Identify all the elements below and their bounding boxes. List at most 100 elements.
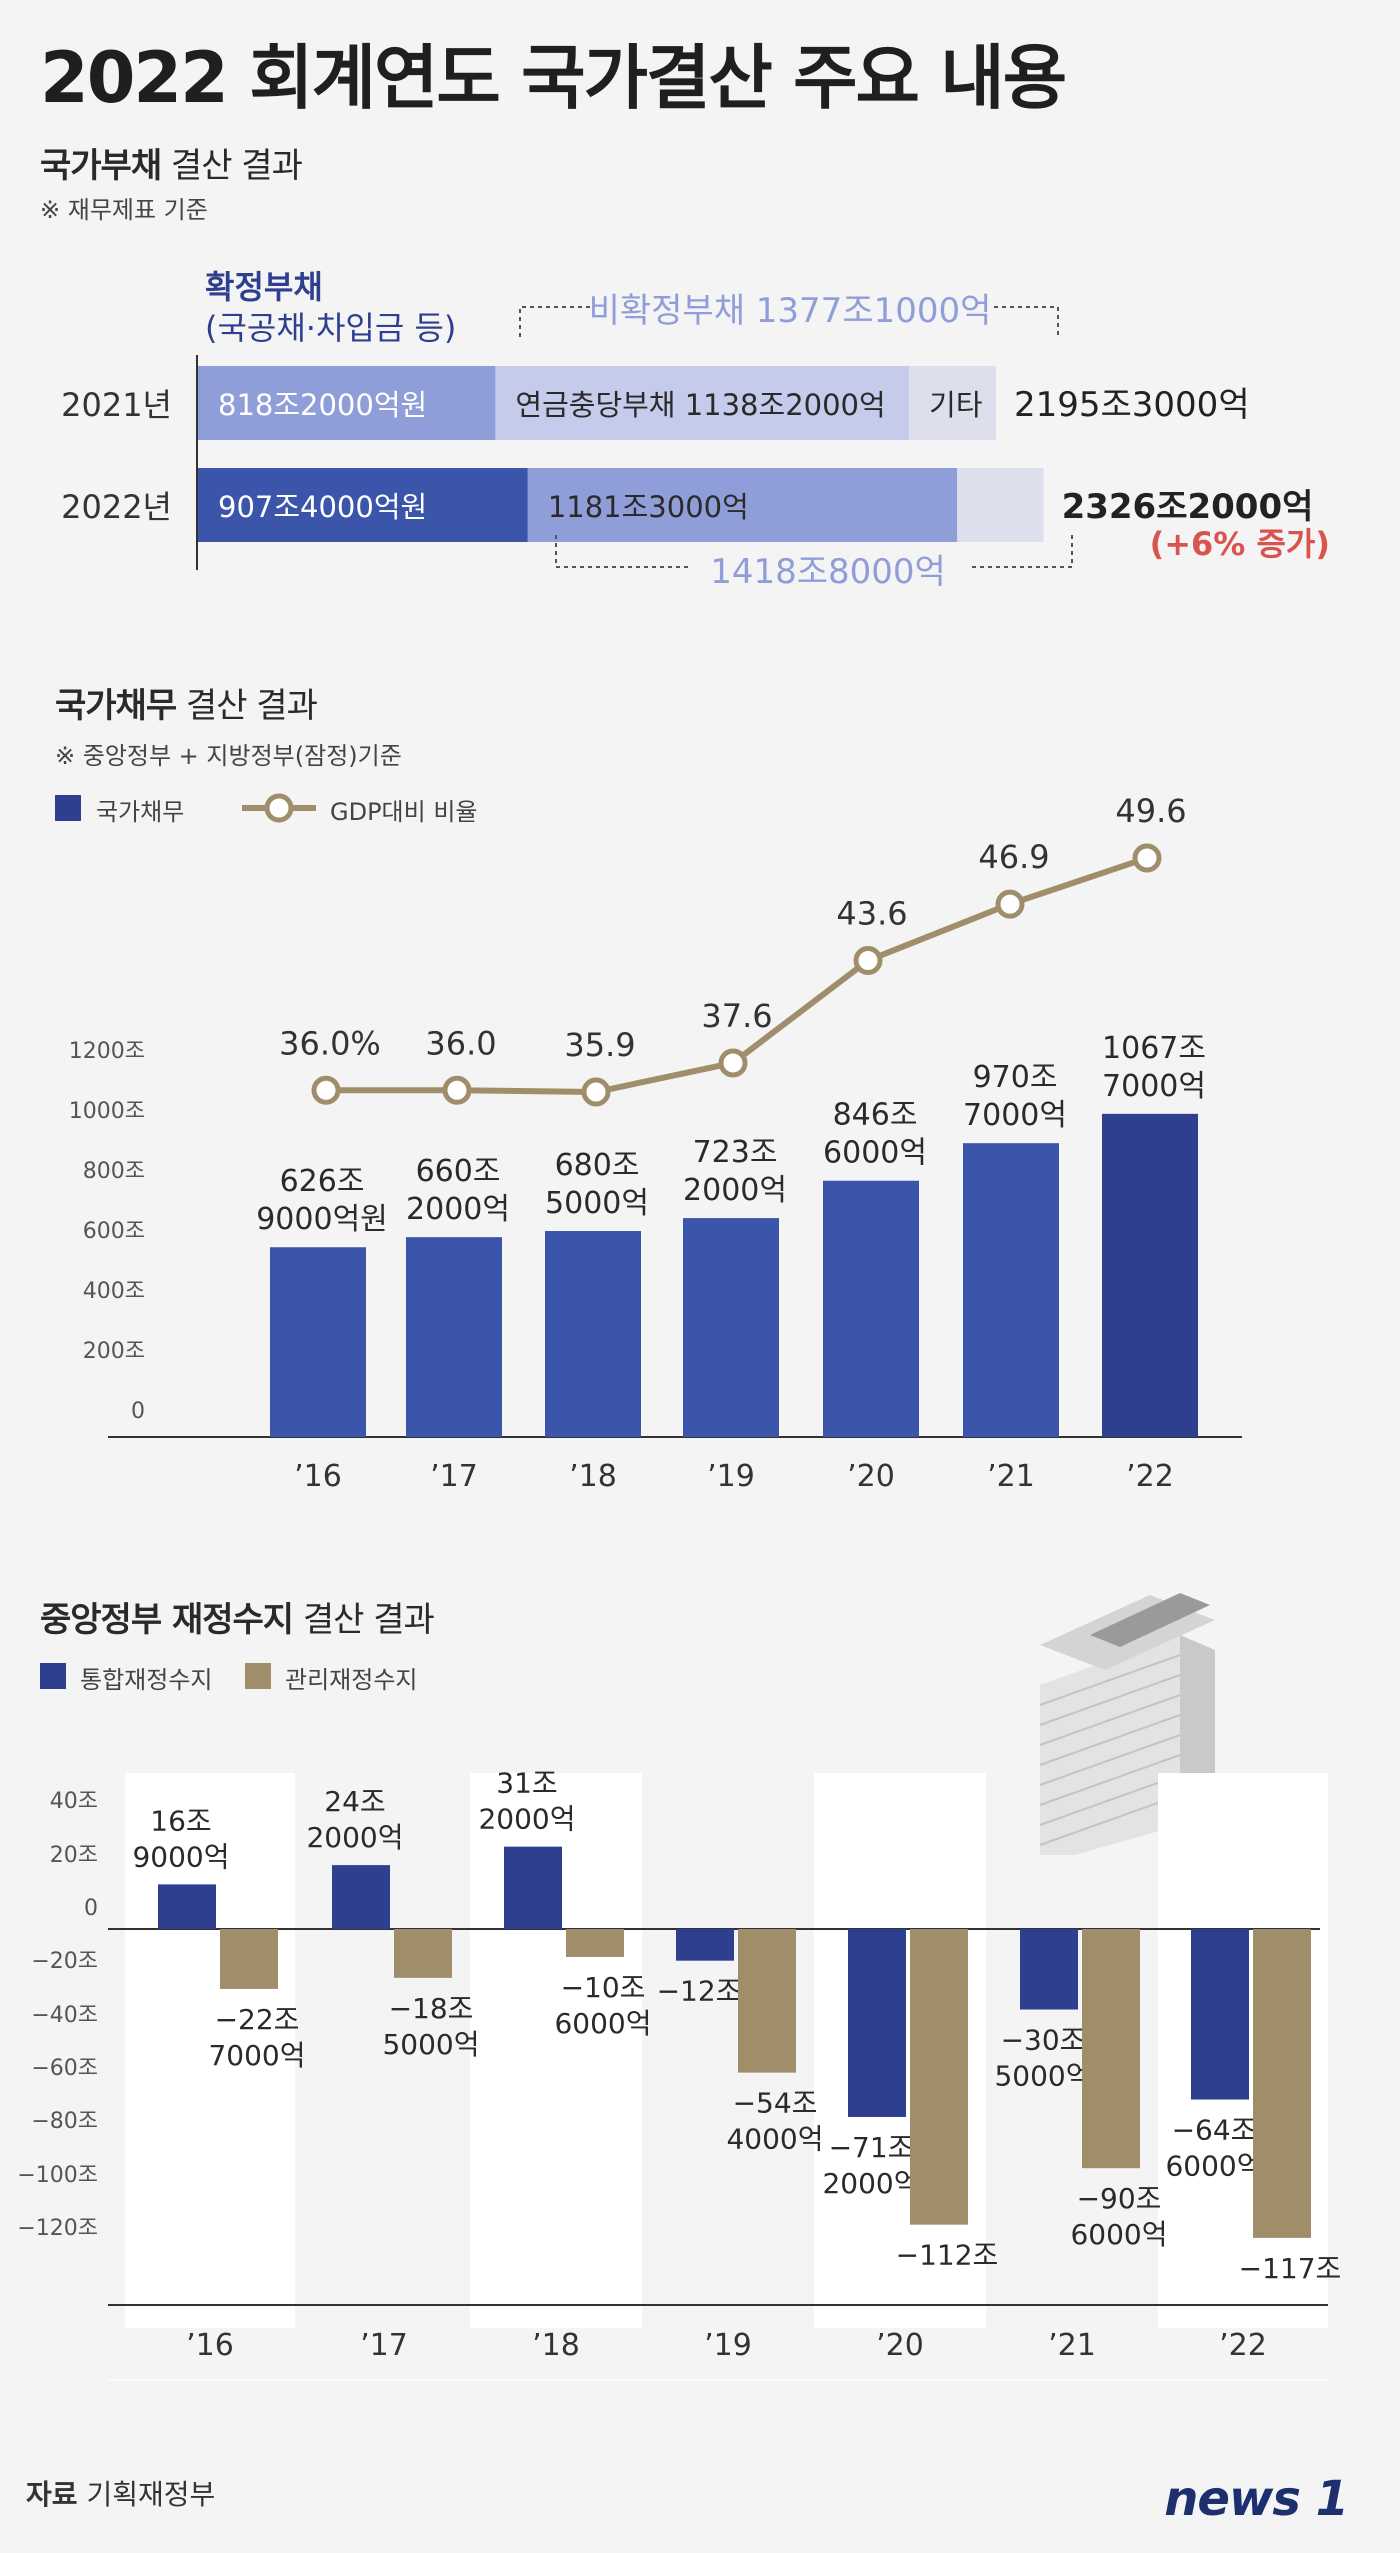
y-tick-label: −80조 [31,2109,98,2134]
y-tick-label: 0 [84,1896,98,1921]
debt-bar-label: 1067조 [1102,1031,1206,1066]
hbar-group: 2021년 818조2000억원 연금충당부채 1138조2000억 기타 2195조3… [61,366,1330,563]
hbar-segment [495,366,910,440]
debt-bar-label: 846조 [833,1098,918,1133]
debt-bar [823,1180,919,1437]
managed-balance-bar [1082,1929,1140,2169]
debt-bar-label: 680조 [555,1148,640,1183]
balance-bar-label: 4000억 [726,2123,823,2156]
x-tick-label: ’21 [1048,2328,1096,2363]
managed-balance-bar [566,1929,624,1957]
section2-title-rest: 결산 결과 [176,686,318,726]
unconfirmed-2022-label: 1418조8000억 [710,552,946,592]
balance-bar-label: 6000억 [1165,2150,1262,2183]
balance-bar-label: −71조 [829,2131,914,2164]
legend-managed-swatch [245,1663,271,1689]
fiscal-chart-group: 40조 20조 0 −20조 −40조 −60조 −80조 −100조 −120조 16조9000… [17,1767,1341,2381]
y-tick-label: 400조 [83,1279,145,1304]
integrated-balance-bar [504,1846,562,1929]
x-tick-label: ’22 [1219,2328,1267,2363]
integrated-balance-bar [1020,1929,1078,2010]
section3-title-rest: 결산 결과 [293,1600,435,1640]
managed-balance-bar [394,1929,452,1978]
gdp-ratio-point [442,1075,472,1105]
gdp-ratio-label: 36.0 [425,1024,496,1062]
legend-gdp-label: GDP대비 비율 [330,798,478,826]
y-tick-label: −40조 [31,2003,98,2028]
balance-bar-label: 6000억 [554,2007,651,2040]
y-tick-label: 1200조 [69,1039,145,1064]
source-label: 자료 [26,2478,78,2511]
balance-bar-label: −54조 [733,2087,818,2120]
gdp-ratio-point [311,1075,341,1105]
section3-title-bold: 중앙정부 재정수지 [40,1600,294,1640]
integrated-balance-bar [158,1884,216,1929]
debt-bar-label: 6000억 [823,1136,927,1171]
debt-bar-label: 7000억 [1102,1069,1206,1104]
gdp-ratio-label: 36.0% [279,1024,381,1062]
logo-text: news 1 [1164,2471,1349,2527]
balance-bar-label: 2000억 [478,1803,575,1836]
hbar-segment [198,366,496,440]
y-tick-label: 200조 [83,1339,145,1364]
x-tick-label: ’21 [987,1459,1035,1494]
managed-balance-bar [738,1929,796,2073]
section3-title: 중앙정부 재정수지 결산 결과 [40,1592,435,1641]
debt-bar-label: 2000억 [406,1192,510,1227]
balance-bar-label: 16조 [150,1804,211,1837]
legend-managed-label: 관리재정수지 [285,1666,418,1694]
legend-integrated-label: 통합재정수지 [80,1666,213,1694]
page-title: 2022 회계연도 국가결산 주요 내용 [40,37,1067,119]
x-tick-label: ’18 [532,2328,580,2363]
unconfirmed-2021-label: 비확정부채 1377조1000억 [589,291,992,331]
debt-bar-label: 660조 [416,1154,501,1189]
hbar-category-label: 2022년 [61,488,172,526]
gdp-ratio-label: 35.9 [564,1026,635,1064]
managed-balance-bar [220,1929,278,1989]
section1-title: 국가부채 결산 결과 [40,138,303,187]
legend-integrated-swatch [40,1663,66,1689]
x-tick-label: ’19 [707,1459,755,1494]
gdp-ratio-label: 37.6 [701,997,772,1035]
y-tick-label: 40조 [50,1789,98,1814]
balance-bar-label: −30조 [1001,2024,1086,2057]
category-band [125,1773,295,2328]
balance-bar-label: 9000억 [132,1840,229,1873]
balance-bar-label: −64조 [1172,2114,1257,2147]
hbar-segment-label: 기타 [929,388,982,422]
debt-bar-label: 626조 [280,1164,365,1199]
gdp-ratio-label: 49.6 [1115,792,1186,830]
integrated-balance-bar [1191,1929,1249,2100]
section2-note: ※ 중앙정부 + 지방정부(잠정)기준 [55,742,402,770]
managed-balance-bar [910,1929,968,2225]
debt-bar-label: 970조 [973,1060,1058,1095]
gdp-ratio-label: 43.6 [836,894,907,932]
hbar-segment [957,468,1044,542]
legend-gdp-swatch [242,793,316,823]
bracket2-label-bg [690,548,970,592]
debt-bar [963,1143,1059,1437]
hbar-segment [909,366,996,440]
balance-bar-label: 31조 [496,1767,557,1800]
hbar-segment [527,468,958,542]
confirmed-debt-sublabel: (국공채·차입금 등) [205,309,456,347]
balance-bar-label: 6000억 [1070,2218,1167,2251]
balance-bar-label: −10조 [561,1971,646,2004]
debt-bar-label: 5000억 [545,1186,649,1221]
debt-bar [270,1247,366,1437]
balance-bar-label: −12조 [657,1975,742,2008]
section2-title: 국가채무 결산 결과 [55,678,318,727]
debt-bar-label: 9000억원 [256,1202,388,1237]
integrated-balance-bar [676,1929,734,1961]
section1-title-rest: 결산 결과 [161,146,303,186]
news1-logo: news 1 [1164,2471,1349,2527]
debt-bar-label: 7000억 [963,1098,1067,1133]
x-tick-label: ’17 [360,2328,408,2363]
integrated-balance-bar [332,1865,390,1929]
balance-bar-label: 24조 [324,1785,385,1818]
debt-bar [545,1231,641,1437]
debt-breakdown-chart: 확정부채 (국공채·차입금 등) 비확정부채 1377조1000억 2021년 8… [61,268,1330,592]
section1-title-bold: 국가부채 [40,146,162,186]
